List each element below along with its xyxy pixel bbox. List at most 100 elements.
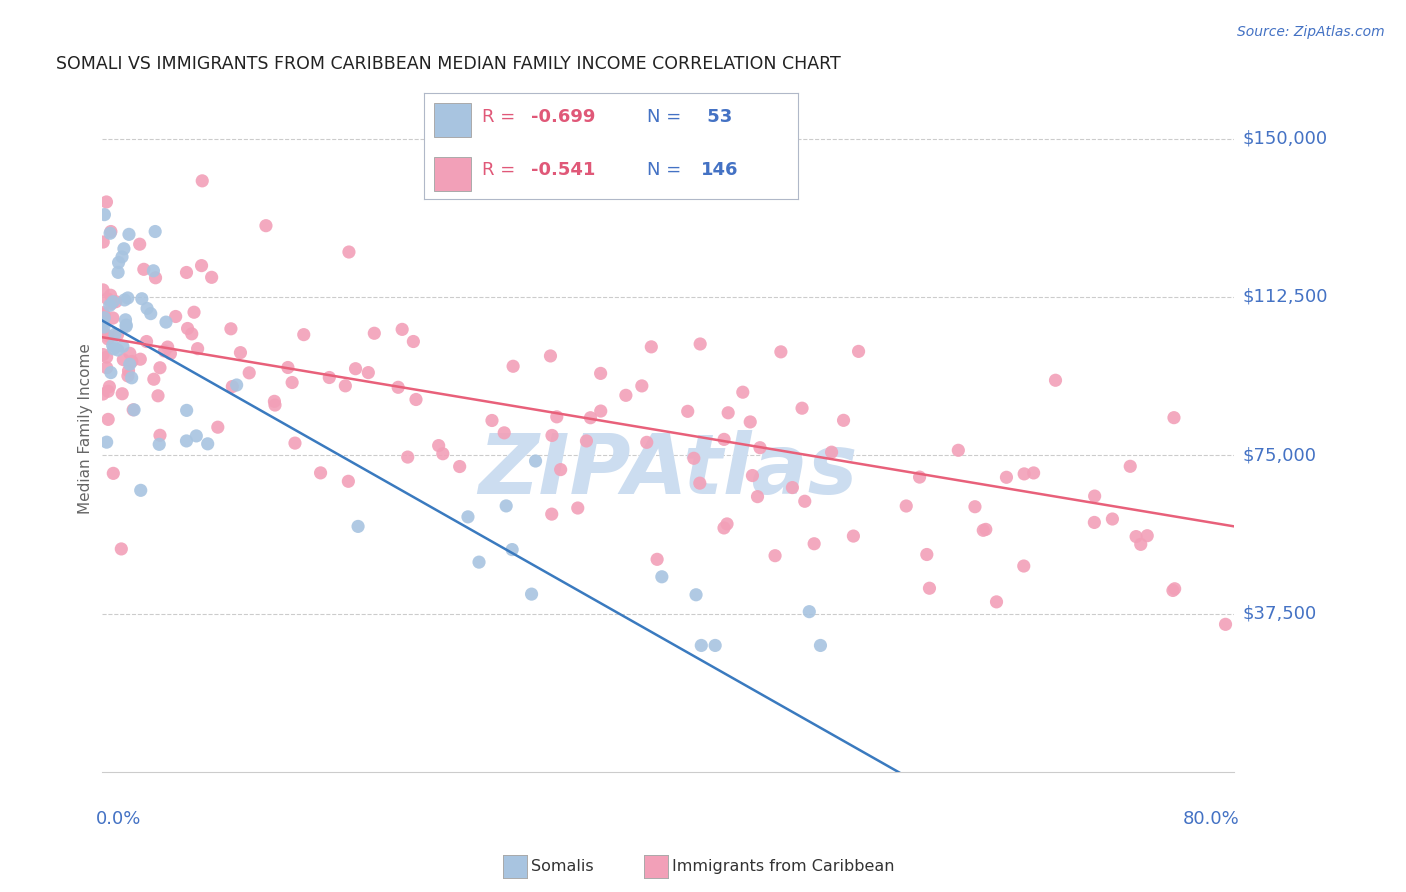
Point — [96, 194, 118, 209]
Point — [103, 342, 125, 356]
Point — [948, 443, 970, 458]
Point — [96, 292, 118, 306]
Point — [117, 364, 139, 378]
Point — [219, 322, 242, 336]
Point — [142, 264, 165, 278]
Point — [520, 587, 543, 601]
Text: Source: ZipAtlas.com: Source: ZipAtlas.com — [1237, 25, 1385, 39]
Point — [91, 325, 114, 339]
Point — [96, 350, 118, 364]
Point — [589, 404, 612, 418]
Point — [96, 435, 118, 450]
Point — [93, 310, 115, 325]
Point — [115, 319, 138, 334]
Point — [292, 327, 315, 342]
Point — [91, 317, 114, 331]
Point — [93, 320, 115, 334]
Point — [221, 379, 243, 393]
Point — [132, 262, 155, 277]
Point — [149, 428, 172, 442]
Point — [118, 227, 141, 242]
Point — [93, 208, 115, 222]
Point — [468, 555, 491, 569]
Point — [107, 327, 129, 342]
Point — [176, 403, 198, 417]
Point — [146, 389, 169, 403]
Point — [107, 265, 129, 279]
Point — [1012, 559, 1035, 574]
Point — [100, 366, 122, 380]
Point — [524, 454, 547, 468]
Point — [995, 470, 1018, 484]
Point — [139, 307, 162, 321]
Point — [749, 441, 772, 455]
Point — [363, 326, 385, 341]
Point — [191, 174, 214, 188]
Point — [122, 402, 145, 417]
Point — [100, 288, 122, 302]
Point — [1022, 466, 1045, 480]
Point — [1012, 467, 1035, 481]
Point — [337, 245, 360, 260]
Point — [790, 401, 813, 416]
Point — [91, 235, 114, 249]
Point — [986, 595, 1008, 609]
Point — [201, 270, 224, 285]
Point — [104, 294, 127, 309]
Point — [689, 337, 711, 351]
Point — [277, 360, 299, 375]
Point — [832, 413, 855, 427]
Point — [111, 339, 134, 353]
Point — [716, 516, 738, 531]
Point — [135, 334, 157, 349]
Point — [908, 470, 931, 484]
Point — [148, 437, 170, 451]
Point — [495, 499, 517, 513]
Point — [645, 552, 668, 566]
Point — [238, 366, 260, 380]
Point — [614, 388, 637, 402]
Point — [136, 301, 159, 316]
Point — [589, 367, 612, 381]
Point — [972, 524, 994, 538]
Point — [115, 318, 138, 332]
Text: ZIPAtlas: ZIPAtlas — [478, 430, 858, 510]
Point — [186, 429, 208, 443]
Point — [1125, 530, 1147, 544]
Point — [682, 451, 704, 466]
Point — [741, 468, 763, 483]
Point — [651, 570, 673, 584]
Point — [747, 490, 769, 504]
Point — [1083, 516, 1105, 530]
Point — [264, 398, 287, 412]
Point — [396, 450, 419, 464]
Text: Immigrants from Caribbean: Immigrants from Caribbean — [672, 859, 894, 873]
Point — [114, 293, 136, 307]
Point — [155, 315, 177, 329]
Point — [335, 379, 357, 393]
Point — [91, 283, 114, 297]
Point — [1163, 582, 1185, 596]
Point — [713, 433, 735, 447]
Point — [117, 368, 139, 383]
Point — [112, 242, 135, 256]
Point — [769, 344, 792, 359]
Point — [731, 385, 754, 400]
Point — [402, 334, 425, 349]
Point — [717, 406, 740, 420]
Point — [309, 466, 332, 480]
Point — [502, 359, 524, 374]
Point — [149, 360, 172, 375]
Point — [387, 380, 409, 394]
Point — [187, 342, 209, 356]
Point — [810, 639, 832, 653]
Point — [540, 507, 562, 521]
Point — [98, 298, 121, 312]
Point — [98, 380, 121, 394]
Text: 0.0%: 0.0% — [96, 810, 142, 828]
Point — [121, 354, 143, 368]
Point — [159, 346, 181, 360]
Point — [101, 294, 124, 309]
Point — [640, 340, 662, 354]
Point — [101, 338, 124, 352]
